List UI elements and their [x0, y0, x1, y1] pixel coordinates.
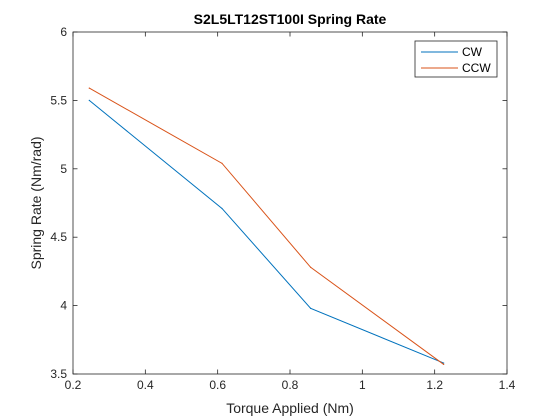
x-axis-label: Torque Applied (Nm) [226, 400, 354, 416]
x-axis: 0.2 0.4 0.6 0.8 1 1.2 1.4 [65, 32, 516, 392]
legend-label-cw: CW [462, 45, 483, 59]
y-axis: 3.5 4 4.5 5 5.5 6 [50, 25, 507, 381]
x-tick-label: 1.4 [499, 378, 516, 392]
x-tick-label: 0.8 [282, 378, 299, 392]
x-tick-label: 0.6 [209, 378, 226, 392]
y-tick-label: 4.5 [50, 230, 67, 244]
y-tick-label: 5 [60, 162, 67, 176]
series-line-ccw [89, 87, 445, 365]
y-tick-label: 3.5 [50, 367, 67, 381]
y-tick-label: 4 [60, 299, 67, 313]
y-tick-label: 5.5 [50, 93, 67, 107]
x-tick-label: 0.4 [137, 378, 154, 392]
data-point-ccw [221, 162, 223, 164]
y-tick-label: 6 [60, 25, 67, 39]
x-tick-label: 1.2 [426, 378, 443, 392]
data-point-ccw [443, 363, 445, 366]
data-point-cw [443, 362, 445, 364]
data-point-ccw [88, 87, 90, 89]
data-point-ccw [310, 266, 312, 268]
chart-title: S2L5LT12ST100I Spring Rate [194, 11, 387, 27]
series-layer [88, 87, 445, 366]
x-tick-label: 0.2 [65, 378, 82, 392]
legend-box [414, 40, 498, 78]
y-axis-label: Spring Rate (Nm/rad) [28, 136, 44, 269]
legend: CW CCW [414, 40, 498, 78]
legend-label-ccw: CCW [462, 61, 491, 75]
x-tick-label: 1 [359, 378, 366, 392]
series-line-cw [88, 100, 444, 364]
data-point-cw [88, 99, 90, 101]
plot-area [73, 32, 507, 374]
data-point-cw [310, 307, 312, 309]
data-point-cw [221, 207, 223, 210]
